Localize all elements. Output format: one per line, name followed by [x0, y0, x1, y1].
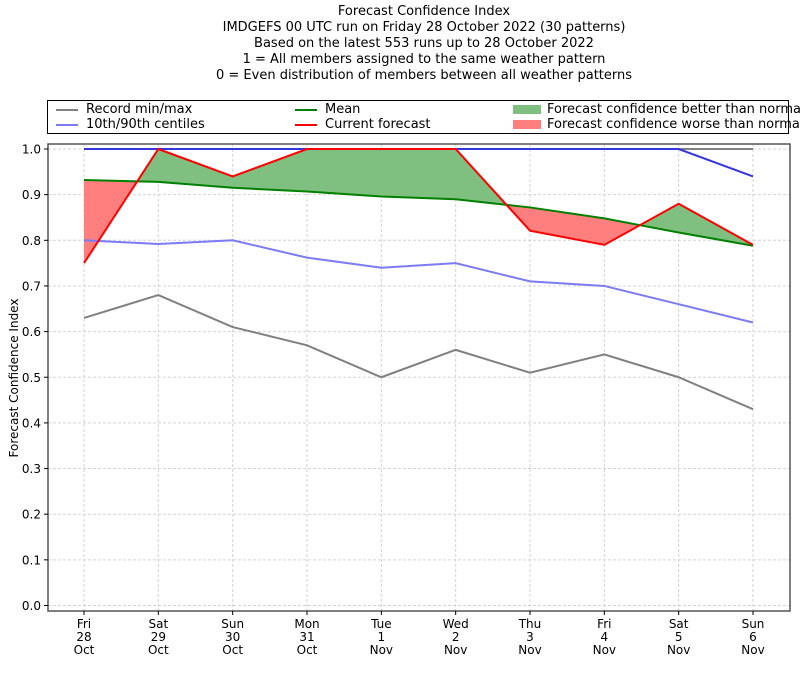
- legend-label-record: Record min/max: [86, 102, 193, 117]
- x-tick-label: Oct: [222, 643, 243, 657]
- title-line-3: Based on the latest 553 runs up to 28 Oc…: [254, 36, 594, 51]
- x-tick-label: 29: [151, 630, 166, 644]
- y-tick-label: 1.0: [22, 143, 41, 157]
- fill-better-than-normal: [137, 149, 507, 205]
- x-tick-label: Nov: [667, 643, 690, 657]
- fill-worse-than-normal: [506, 204, 640, 245]
- legend-label-worse: Forecast confidence worse than normal: [547, 117, 800, 132]
- legend-swatch-better: [513, 105, 541, 114]
- x-tick-label: 3: [526, 630, 534, 644]
- y-tick-label: 0.0: [22, 599, 41, 613]
- legend-item-worse: Forecast confidence worse than normal: [513, 117, 800, 132]
- legend-swatch-worse: [513, 120, 541, 129]
- series-line-current: [83, 147, 754, 264]
- x-tick-label: Wed: [443, 617, 469, 631]
- legend-label-current: Current forecast: [325, 117, 431, 132]
- x-tick-label: Nov: [518, 643, 541, 657]
- y-tick-label: 0.1: [22, 553, 41, 567]
- x-tick-label: 5: [675, 630, 683, 644]
- title-line-1: Forecast Confidence Index: [337, 4, 511, 19]
- x-tick-label: Sat: [148, 617, 168, 631]
- x-axis-ticks: Fri28OctSat29OctSun30OctMon31OctTue1NovW…: [74, 611, 765, 657]
- series-lines: [83, 147, 754, 411]
- x-tick-label: Sat: [669, 617, 689, 631]
- x-tick-label: Tue: [370, 617, 392, 631]
- legend-item-record: Record min/max: [56, 102, 192, 117]
- x-tick-label: 6: [749, 630, 757, 644]
- y-tick-label: 0.6: [22, 325, 41, 339]
- legend-swatch-mean: [295, 108, 317, 111]
- chart-title: Forecast Confidence Index IMDGEFS 00 UTC…: [0, 4, 800, 84]
- y-tick-label: 0.2: [22, 508, 41, 522]
- legend-swatch-current: [295, 123, 317, 126]
- title-line-2: IMDGEFS 00 UTC run on Friday 28 October …: [222, 20, 626, 35]
- x-tick-label: Nov: [741, 643, 764, 657]
- x-tick-label: Nov: [370, 643, 393, 657]
- y-tick-label: 0.3: [22, 462, 41, 476]
- x-tick-label: Fri: [597, 617, 611, 631]
- y-tick-label: 0.4: [22, 416, 41, 430]
- x-tick-label: Oct: [74, 643, 95, 657]
- fill-better-than-normal: [639, 203, 753, 246]
- x-tick-label: Oct: [297, 643, 318, 657]
- y-axis-ticks: 0.0 0.1 0.2 0.3 0.4 0.5 0.6 0.7 0.8 0.9 1.0: [22, 143, 48, 613]
- x-tick-label: Nov: [444, 643, 467, 657]
- legend-swatch-record: [56, 108, 78, 111]
- legend-label-better: Forecast confidence better than normal: [547, 102, 800, 117]
- legend-label-mean: Mean: [325, 102, 361, 117]
- title-line-5: 0 = Even distribution of members between…: [215, 68, 633, 83]
- x-tick-label: Mon: [294, 617, 319, 631]
- x-tick-label: Sun: [742, 617, 765, 631]
- legend-item-centiles: 10th/90th centiles: [56, 117, 205, 132]
- series-line-record-min: [83, 294, 754, 411]
- x-tick-label: 2: [452, 630, 460, 644]
- legend-label-centiles: 10th/90th centiles: [86, 117, 205, 132]
- confidence-fills: [84, 149, 753, 264]
- legend-item-mean: Mean: [295, 102, 360, 117]
- y-tick-label: 0.9: [22, 188, 41, 202]
- x-tick-label: 30: [225, 630, 240, 644]
- x-tick-label: Nov: [593, 643, 616, 657]
- x-tick-label: 1: [378, 630, 386, 644]
- x-tick-label: Oct: [148, 643, 169, 657]
- legend-swatch-centiles: [56, 123, 78, 126]
- series-line-p10: [83, 239, 754, 324]
- legend: Record min/max 10th/90th centiles Mean C…: [47, 100, 800, 134]
- title-line-4: 1 = All members assigned to the same wea…: [242, 52, 606, 67]
- y-tick-label: 0.5: [22, 371, 41, 385]
- legend-item-current: Current forecast: [295, 117, 431, 132]
- legend-item-better: Forecast confidence better than normal: [513, 102, 800, 117]
- x-tick-label: 4: [601, 630, 609, 644]
- y-tick-label: 0.8: [22, 234, 41, 248]
- x-tick-label: 31: [299, 630, 314, 644]
- y-tick-label: 0.7: [22, 279, 41, 293]
- x-tick-label: Fri: [77, 617, 91, 631]
- x-tick-label: 28: [76, 630, 91, 644]
- x-tick-label: Thu: [518, 617, 542, 631]
- x-tick-label: Sun: [221, 617, 244, 631]
